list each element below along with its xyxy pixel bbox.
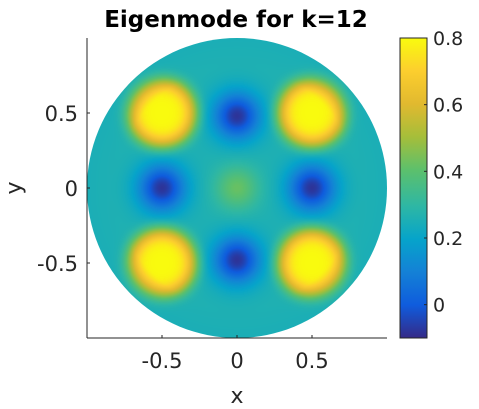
- colorbar-tick-label: 0.6: [433, 95, 463, 117]
- x-tick-label: -0.5: [142, 349, 183, 373]
- y-tick-label: -0.5: [37, 252, 78, 276]
- y-tick-label: 0.5: [45, 102, 78, 126]
- colorbar-tick-label: 0.2: [433, 228, 463, 250]
- colorbar-tick-label: 0.8: [433, 28, 463, 50]
- y-tick-label: 0: [65, 177, 78, 201]
- colorbar: 0.8 0.6 0.4 0.2 0: [399, 28, 463, 339]
- x-axis-label: x: [230, 384, 243, 409]
- x-axis-ticks: -0.5 0 0.5: [142, 335, 329, 373]
- colorbar-tick-label: 0.4: [433, 161, 463, 183]
- chart-title: Eigenmode for k=12: [104, 7, 368, 33]
- x-tick-label: 0: [230, 349, 243, 373]
- y-axis-label: y: [2, 181, 27, 194]
- plot-area: [86, 38, 387, 339]
- colorbar-ticks: 0.8 0.6 0.4 0.2 0: [424, 28, 463, 317]
- y-axis-ticks: 0.5 0 -0.5: [37, 102, 90, 276]
- heatmap-surface: [87, 38, 387, 338]
- colorbar-tick-label: 0: [433, 295, 445, 317]
- colorbar-gradient: [399, 37, 428, 339]
- x-tick-label: 0.5: [295, 349, 328, 373]
